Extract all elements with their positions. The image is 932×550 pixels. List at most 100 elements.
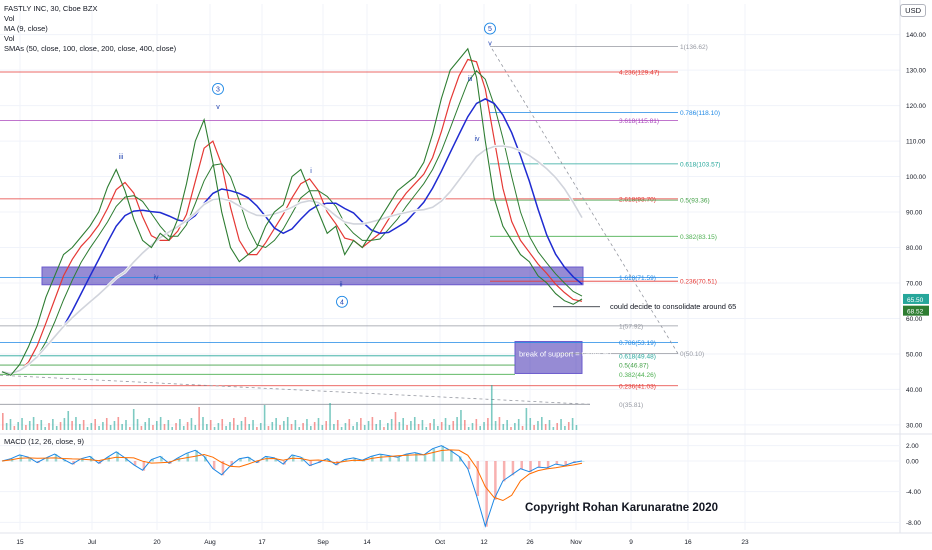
volume-bar [529,418,532,430]
volume-bar [86,427,89,430]
target-zone [514,341,583,374]
volume-bar [325,421,327,430]
volume-bar [490,385,493,430]
current-price-label: 65.50 [907,297,924,304]
volume-bar [9,419,12,430]
volume-bar [98,426,100,430]
volume-bar [541,417,543,430]
volume-bar [283,421,285,430]
price-tick-label: 70.00 [906,280,923,287]
volume-bar [406,425,408,430]
volume-bar [356,422,358,430]
volume-bar [517,419,520,430]
volume-bar [340,427,343,430]
volume-bar [148,418,150,430]
price-line [1,47,583,376]
macd-histogram-bar [89,456,93,462]
fib-label: 0.618(103.57) [680,161,720,168]
fib-levels: 1(136.62) 4.236(129.47) 0.786(118.10) 3.618… [0,44,720,409]
volume-bar [290,424,293,430]
volume-bar [167,420,170,430]
volume-bar [425,427,428,430]
volume-bar [140,426,143,430]
macd-histogram-bar [432,448,436,462]
macd-legend[interactable]: MACD (12, 26, close, 9) [4,437,84,447]
volume-bar [294,420,297,430]
indicator-ma[interactable]: MA (9, close) [4,24,48,33]
macd-histogram-bar [564,461,567,467]
macd-histogram-bar [538,461,541,468]
volume-bar [2,413,4,430]
volume-bar [171,427,173,430]
volume-bar [32,417,35,430]
volume-bar [105,418,108,430]
macd-histogram-bar [300,457,304,462]
macd-histogram-bar [529,461,532,473]
volume-bar [21,418,23,430]
volume-bar [510,427,512,430]
fib-label: 0.5(46.87) [619,363,649,370]
wave-circle [212,82,224,95]
volume-bar [129,427,131,430]
macd-histogram-bar [371,456,374,462]
macd-histogram-bar [221,461,225,476]
volume-bar [437,426,439,430]
volume-bar [440,422,443,430]
volume-bar [279,425,281,430]
sma-100-line [1,70,583,375]
macd-histogram-bar [230,461,233,467]
fib-label: 1(57.92) [619,323,643,330]
volume-bar [144,422,147,430]
macd-histogram-bar [151,459,154,462]
wave-label: 3 [216,86,220,93]
volume-bar [560,419,562,430]
volume-bar [302,423,304,430]
macd-histogram-bar [520,461,523,470]
volume-bar [175,423,177,430]
price-tick-label: 50.00 [906,351,923,358]
volume-bar [259,423,262,430]
volume-bar [209,420,212,430]
volume-bar [13,426,16,430]
macd-histogram-bar [441,445,444,462]
macd-histogram-bar [362,460,365,462]
volume-bar [556,423,558,430]
volume-bar [375,424,378,430]
volume-bar [132,409,135,430]
volume-bar [125,420,127,430]
volume-bar [433,419,435,430]
price-tick-label: 30.00 [906,422,923,429]
currency-button[interactable]: USD [900,4,926,17]
volume-bar [28,421,31,430]
indicator-smas[interactable]: SMAs (50, close, 100, close, 200, close,… [4,44,177,53]
symbol-title[interactable]: FASTLY INC, 30, Cboe BZX [4,4,98,13]
fib-label: 0.382(44.26) [619,372,656,379]
indicator-vol[interactable]: Vol [4,14,15,23]
price-tick-label: 80.00 [906,245,923,252]
volume-bar [117,417,120,430]
volume-bar [286,417,289,430]
volume-bar [467,427,470,430]
volume-bar [206,424,208,430]
macd-line [1,445,583,528]
volume-bar [421,420,424,430]
macd-title[interactable]: MACD (12, 26, close, 9) [4,437,85,446]
indicator-vol-2[interactable]: Vol [4,34,15,43]
macd-histogram-bar [546,461,550,469]
volume-bar [163,424,166,430]
macd-histogram-bar [415,452,418,462]
volume-bar [233,418,235,430]
moving-averages [1,58,584,376]
volume-bar [567,422,570,430]
fib-label: 0.236(70.51) [680,279,717,286]
volume-bar [198,407,200,430]
volume-bar [348,419,351,430]
price-tick-label: 40.00 [906,387,923,394]
volume-bar [202,417,204,430]
time-tick-label: 14 [363,539,371,546]
macd-histogram-bar [379,454,383,462]
volume-bar [252,420,254,430]
macd-histogram-bar [309,461,313,467]
